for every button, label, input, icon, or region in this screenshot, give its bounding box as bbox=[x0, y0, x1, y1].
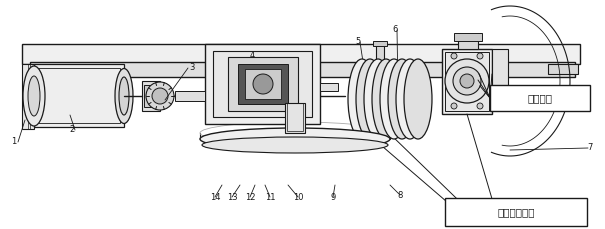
Ellipse shape bbox=[364, 59, 392, 139]
Bar bbox=[285, 103, 305, 133]
Bar bbox=[22, 64, 34, 129]
Text: 7: 7 bbox=[587, 144, 593, 153]
Ellipse shape bbox=[23, 66, 45, 126]
Bar bbox=[213, 51, 312, 117]
Bar bbox=[22, 44, 580, 64]
Text: 6: 6 bbox=[392, 25, 397, 35]
Ellipse shape bbox=[200, 128, 390, 150]
Bar bbox=[300, 62, 310, 66]
Bar bbox=[287, 103, 303, 131]
Bar bbox=[216, 62, 226, 66]
Bar bbox=[376, 44, 384, 69]
Bar bbox=[30, 62, 575, 77]
Ellipse shape bbox=[404, 59, 432, 139]
Text: 外部电源: 外部电源 bbox=[528, 93, 552, 103]
Text: 2: 2 bbox=[70, 125, 74, 134]
Bar bbox=[445, 198, 587, 226]
Bar bbox=[142, 81, 160, 111]
Text: 11: 11 bbox=[265, 193, 275, 202]
Bar bbox=[288, 44, 294, 64]
Bar bbox=[228, 57, 298, 111]
Circle shape bbox=[451, 53, 457, 59]
Text: 3: 3 bbox=[189, 63, 195, 73]
Ellipse shape bbox=[115, 68, 133, 123]
Bar bbox=[175, 91, 205, 101]
Ellipse shape bbox=[396, 59, 424, 139]
Ellipse shape bbox=[372, 59, 400, 139]
Circle shape bbox=[451, 103, 457, 109]
Text: 10: 10 bbox=[293, 193, 303, 202]
Bar bbox=[458, 34, 478, 49]
Circle shape bbox=[253, 74, 273, 94]
Bar bbox=[454, 33, 482, 41]
Circle shape bbox=[477, 53, 483, 59]
Circle shape bbox=[445, 59, 489, 103]
Bar bbox=[258, 62, 268, 66]
Text: 4: 4 bbox=[249, 51, 255, 60]
Circle shape bbox=[460, 74, 474, 88]
Circle shape bbox=[152, 88, 168, 104]
Text: 13: 13 bbox=[227, 193, 237, 202]
Text: 9: 9 bbox=[330, 193, 336, 202]
Bar bbox=[144, 85, 158, 107]
Text: 12: 12 bbox=[245, 193, 255, 202]
Ellipse shape bbox=[356, 59, 384, 139]
Bar bbox=[205, 44, 320, 124]
Bar bbox=[246, 44, 252, 64]
Ellipse shape bbox=[202, 137, 388, 153]
Text: 14: 14 bbox=[210, 193, 220, 202]
Ellipse shape bbox=[380, 59, 408, 139]
Bar bbox=[230, 62, 240, 66]
Bar bbox=[548, 64, 578, 74]
Bar bbox=[38, 68, 120, 123]
Text: 1: 1 bbox=[11, 137, 16, 147]
Bar bbox=[490, 85, 590, 111]
Bar bbox=[260, 44, 266, 64]
Bar bbox=[492, 49, 508, 109]
Bar bbox=[244, 62, 254, 66]
Circle shape bbox=[146, 82, 174, 110]
Bar bbox=[302, 44, 308, 64]
Ellipse shape bbox=[348, 59, 376, 139]
Bar bbox=[442, 49, 492, 114]
Bar bbox=[232, 44, 238, 64]
Bar bbox=[275, 44, 281, 64]
Bar bbox=[445, 52, 489, 111]
Ellipse shape bbox=[119, 77, 129, 115]
Bar bbox=[34, 64, 124, 127]
Bar bbox=[238, 64, 288, 104]
Text: 8: 8 bbox=[397, 191, 403, 199]
Bar bbox=[273, 62, 283, 66]
Text: 温度控制系统: 温度控制系统 bbox=[497, 207, 535, 217]
Bar bbox=[245, 69, 281, 99]
Ellipse shape bbox=[28, 76, 40, 116]
Bar bbox=[218, 44, 224, 64]
Bar bbox=[286, 62, 296, 66]
Circle shape bbox=[453, 67, 481, 95]
Circle shape bbox=[477, 103, 483, 109]
Ellipse shape bbox=[388, 59, 416, 139]
Text: 5: 5 bbox=[355, 38, 361, 46]
Bar bbox=[320, 83, 338, 91]
Bar bbox=[373, 41, 387, 46]
